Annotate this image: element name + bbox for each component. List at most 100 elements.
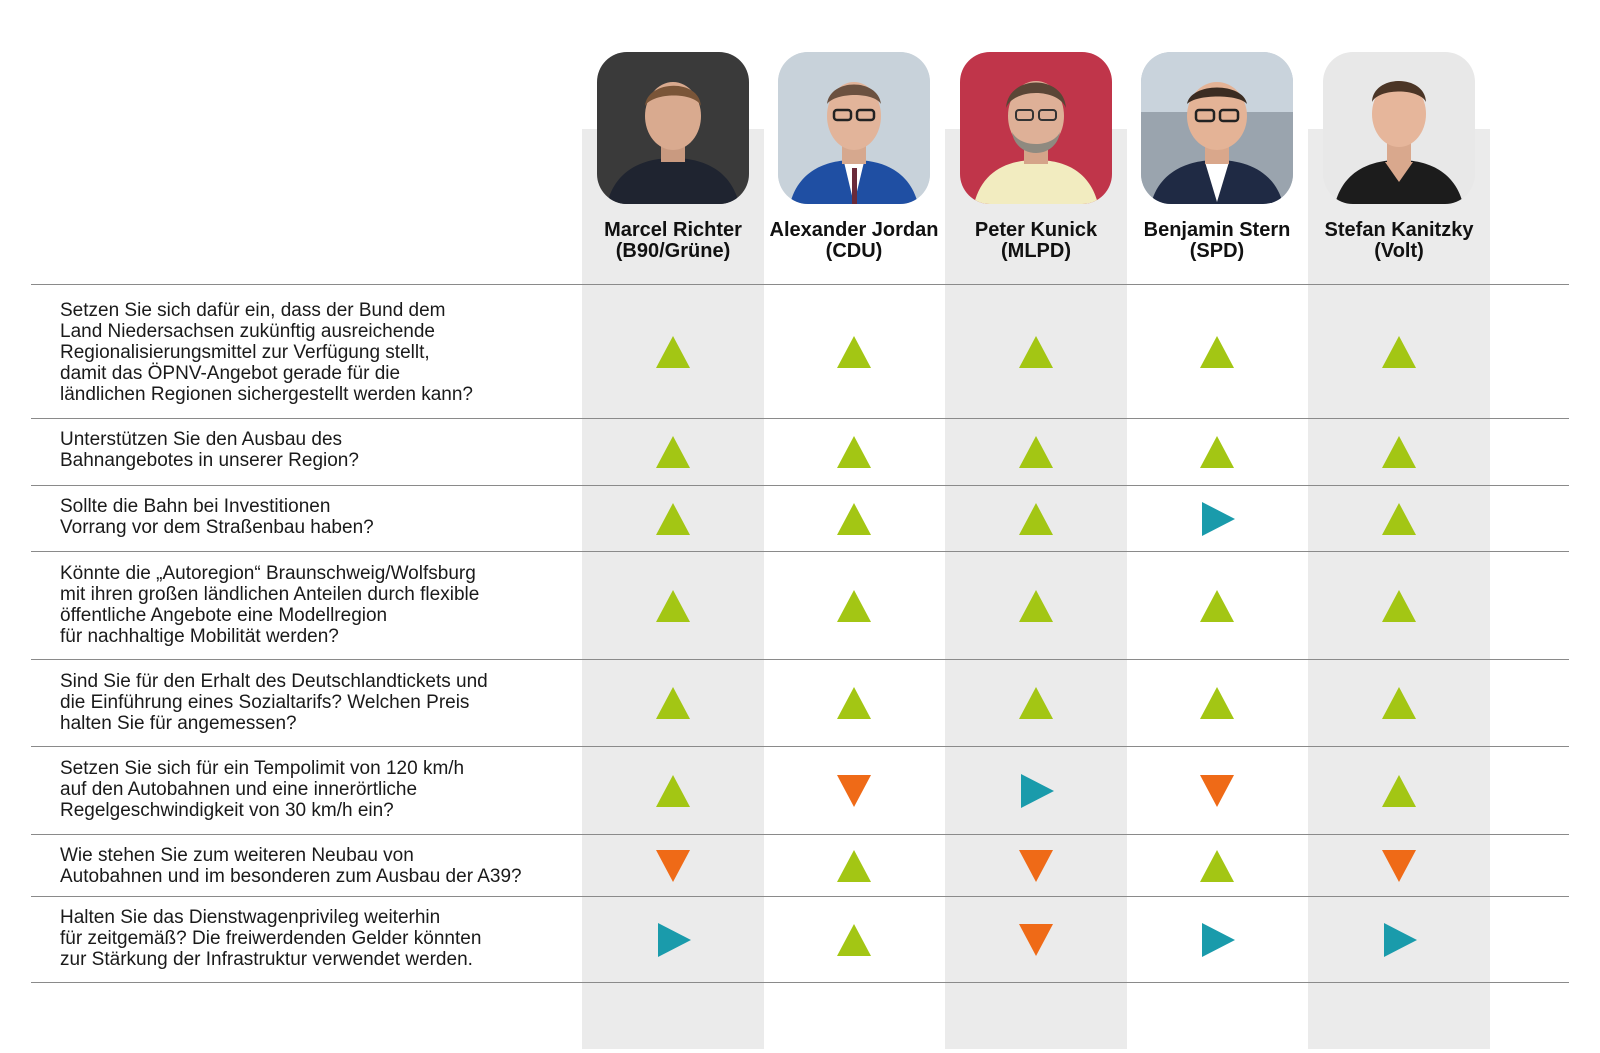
answer-cell xyxy=(1308,660,1490,746)
row-divider xyxy=(31,418,1569,419)
triangle-up-icon xyxy=(656,774,690,807)
triangle-up-icon xyxy=(1019,335,1053,368)
triangle-right-icon xyxy=(1021,773,1054,808)
portrait-icon xyxy=(1335,81,1463,204)
candidate-column-background xyxy=(582,129,764,1049)
triangle-right-icon xyxy=(658,922,691,957)
answer-cell xyxy=(763,835,945,896)
answer-cell xyxy=(1308,285,1490,418)
question-text: Sollte die Bahn bei Investitionen Vorrang… xyxy=(60,496,580,538)
question-line: für nachhaltige Mobilität werden? xyxy=(60,626,339,647)
answer-cell xyxy=(945,660,1127,746)
triangle-right-icon xyxy=(1202,922,1235,957)
answer-cell xyxy=(1126,835,1308,896)
question-row: Sollte die Bahn bei Investitionen Vorrang… xyxy=(31,486,1569,551)
triangle-up-icon xyxy=(1382,687,1416,719)
row-divider xyxy=(31,746,1569,747)
candidate-party: (MLPD) xyxy=(1001,240,1071,262)
question-line: auf den Autobahnen und eine innerörtlich… xyxy=(60,779,418,800)
triangle-up-icon xyxy=(1200,849,1234,882)
triangle-up-icon xyxy=(1382,502,1416,535)
answer-cell xyxy=(1308,835,1490,896)
answer-cell xyxy=(763,285,945,418)
answer-cell xyxy=(945,419,1127,485)
question-row: Setzen Sie sich für ein Tempolimit von 1… xyxy=(31,747,1569,834)
question-line: Setzen Sie sich dafür ein, dass der Bund… xyxy=(60,300,446,321)
triangle-up-icon xyxy=(837,589,871,622)
portrait-icon xyxy=(1141,52,1293,204)
answer-cell xyxy=(1308,552,1490,659)
question-text: Setzen Sie sich dafür ein, dass der Bund… xyxy=(60,300,580,405)
candidate-photo xyxy=(1323,52,1475,204)
answer-cell xyxy=(582,552,764,659)
question-line: Halten Sie das Dienstwagenprivileg weite… xyxy=(60,907,441,928)
question-text: Wie stehen Sie zum weiteren Neubau von Au… xyxy=(60,845,580,887)
candidate-name: Benjamin Stern xyxy=(1143,219,1291,241)
row-divider xyxy=(31,485,1569,486)
question-line: Regelgeschwindigkeit von 30 km/h ein? xyxy=(60,800,394,821)
row-divider xyxy=(31,834,1569,835)
answer-cell xyxy=(763,897,945,982)
triangle-up-icon xyxy=(1382,335,1416,368)
question-line: mit ihren großen ländlichen Anteilen dur… xyxy=(60,584,480,605)
candidate-name: Alexander Jordan xyxy=(769,219,939,241)
candidate-header: Marcel Richter (B90/Grüne) xyxy=(582,52,764,262)
question-row: Halten Sie das Dienstwagenprivileg weite… xyxy=(31,897,1569,982)
candidate-header: Alexander Jordan (CDU) xyxy=(763,52,945,262)
triangle-down-icon xyxy=(656,849,690,882)
triangle-up-icon xyxy=(656,589,690,622)
triangle-up-icon xyxy=(656,436,690,468)
answer-cell xyxy=(582,285,764,418)
answer-cell xyxy=(582,486,764,551)
triangle-up-icon xyxy=(1200,436,1234,468)
triangle-up-icon xyxy=(1200,589,1234,622)
candidate-column-background xyxy=(1308,129,1490,1049)
triangle-up-icon xyxy=(837,436,871,468)
question-line: Vorrang vor dem Straßenbau haben? xyxy=(60,517,374,538)
question-line: damit das ÖPNV-Angebot gerade für die xyxy=(60,363,401,384)
triangle-up-icon xyxy=(1019,589,1053,622)
triangle-up-icon xyxy=(1019,436,1053,468)
answer-cell xyxy=(945,897,1127,982)
question-row: Unterstützen Sie den Ausbau des Bahnangeb… xyxy=(31,419,1569,485)
candidate-name: Peter Kunick xyxy=(974,219,1098,241)
triangle-up-icon xyxy=(656,335,690,368)
triangle-up-icon xyxy=(1382,774,1416,807)
question-line: Sollte die Bahn bei Investitionen xyxy=(60,496,331,517)
triangle-up-icon xyxy=(837,502,871,535)
answer-cell xyxy=(1126,747,1308,834)
question-line: Autobahnen und im besonderen zum Ausbau … xyxy=(60,866,522,887)
candidate-name: Stefan Kanitzky xyxy=(1324,219,1474,241)
portrait-icon xyxy=(607,82,739,204)
candidate-header: Benjamin Stern (SPD) xyxy=(1126,52,1308,262)
question-row: Setzen Sie sich dafür ein, dass der Bund… xyxy=(31,285,1569,418)
question-line: Land Niedersachsen zukünftig ausreichend… xyxy=(60,321,435,342)
portrait-icon xyxy=(974,81,1098,204)
candidate-party: (CDU) xyxy=(825,240,883,262)
answer-cell xyxy=(582,747,764,834)
triangle-up-icon xyxy=(656,687,690,719)
candidate-photo xyxy=(960,52,1112,204)
question-row: Sind Sie für den Erhalt des Deutschlandt… xyxy=(31,660,1569,746)
answer-cell xyxy=(1308,747,1490,834)
triangle-right-icon xyxy=(1384,922,1417,957)
answer-cell xyxy=(945,486,1127,551)
triangle-up-icon xyxy=(837,335,871,368)
candidate-header: Stefan Kanitzky (Volt) xyxy=(1308,52,1490,262)
triangle-up-icon xyxy=(837,923,871,956)
question-text: Könnte die „Autoregion“ Braunschweig/Wol… xyxy=(60,563,580,647)
triangle-down-icon xyxy=(1019,849,1053,882)
triangle-up-icon xyxy=(1019,502,1053,535)
answer-cell xyxy=(1126,897,1308,982)
answer-cell xyxy=(1308,486,1490,551)
candidate-party: (SPD) xyxy=(1189,240,1245,262)
question-line: zur Stärkung der Infrastruktur verwendet… xyxy=(60,949,473,970)
triangle-down-icon xyxy=(1200,774,1234,807)
question-text: Sind Sie für den Erhalt des Deutschlandt… xyxy=(60,671,580,734)
triangle-up-icon xyxy=(1382,436,1416,468)
row-divider xyxy=(31,896,1569,897)
triangle-up-icon xyxy=(1382,589,1416,622)
row-divider xyxy=(31,982,1569,983)
answer-cell xyxy=(1126,660,1308,746)
question-line: die Einführung eines Sozialtarifs? Welch… xyxy=(60,692,470,713)
